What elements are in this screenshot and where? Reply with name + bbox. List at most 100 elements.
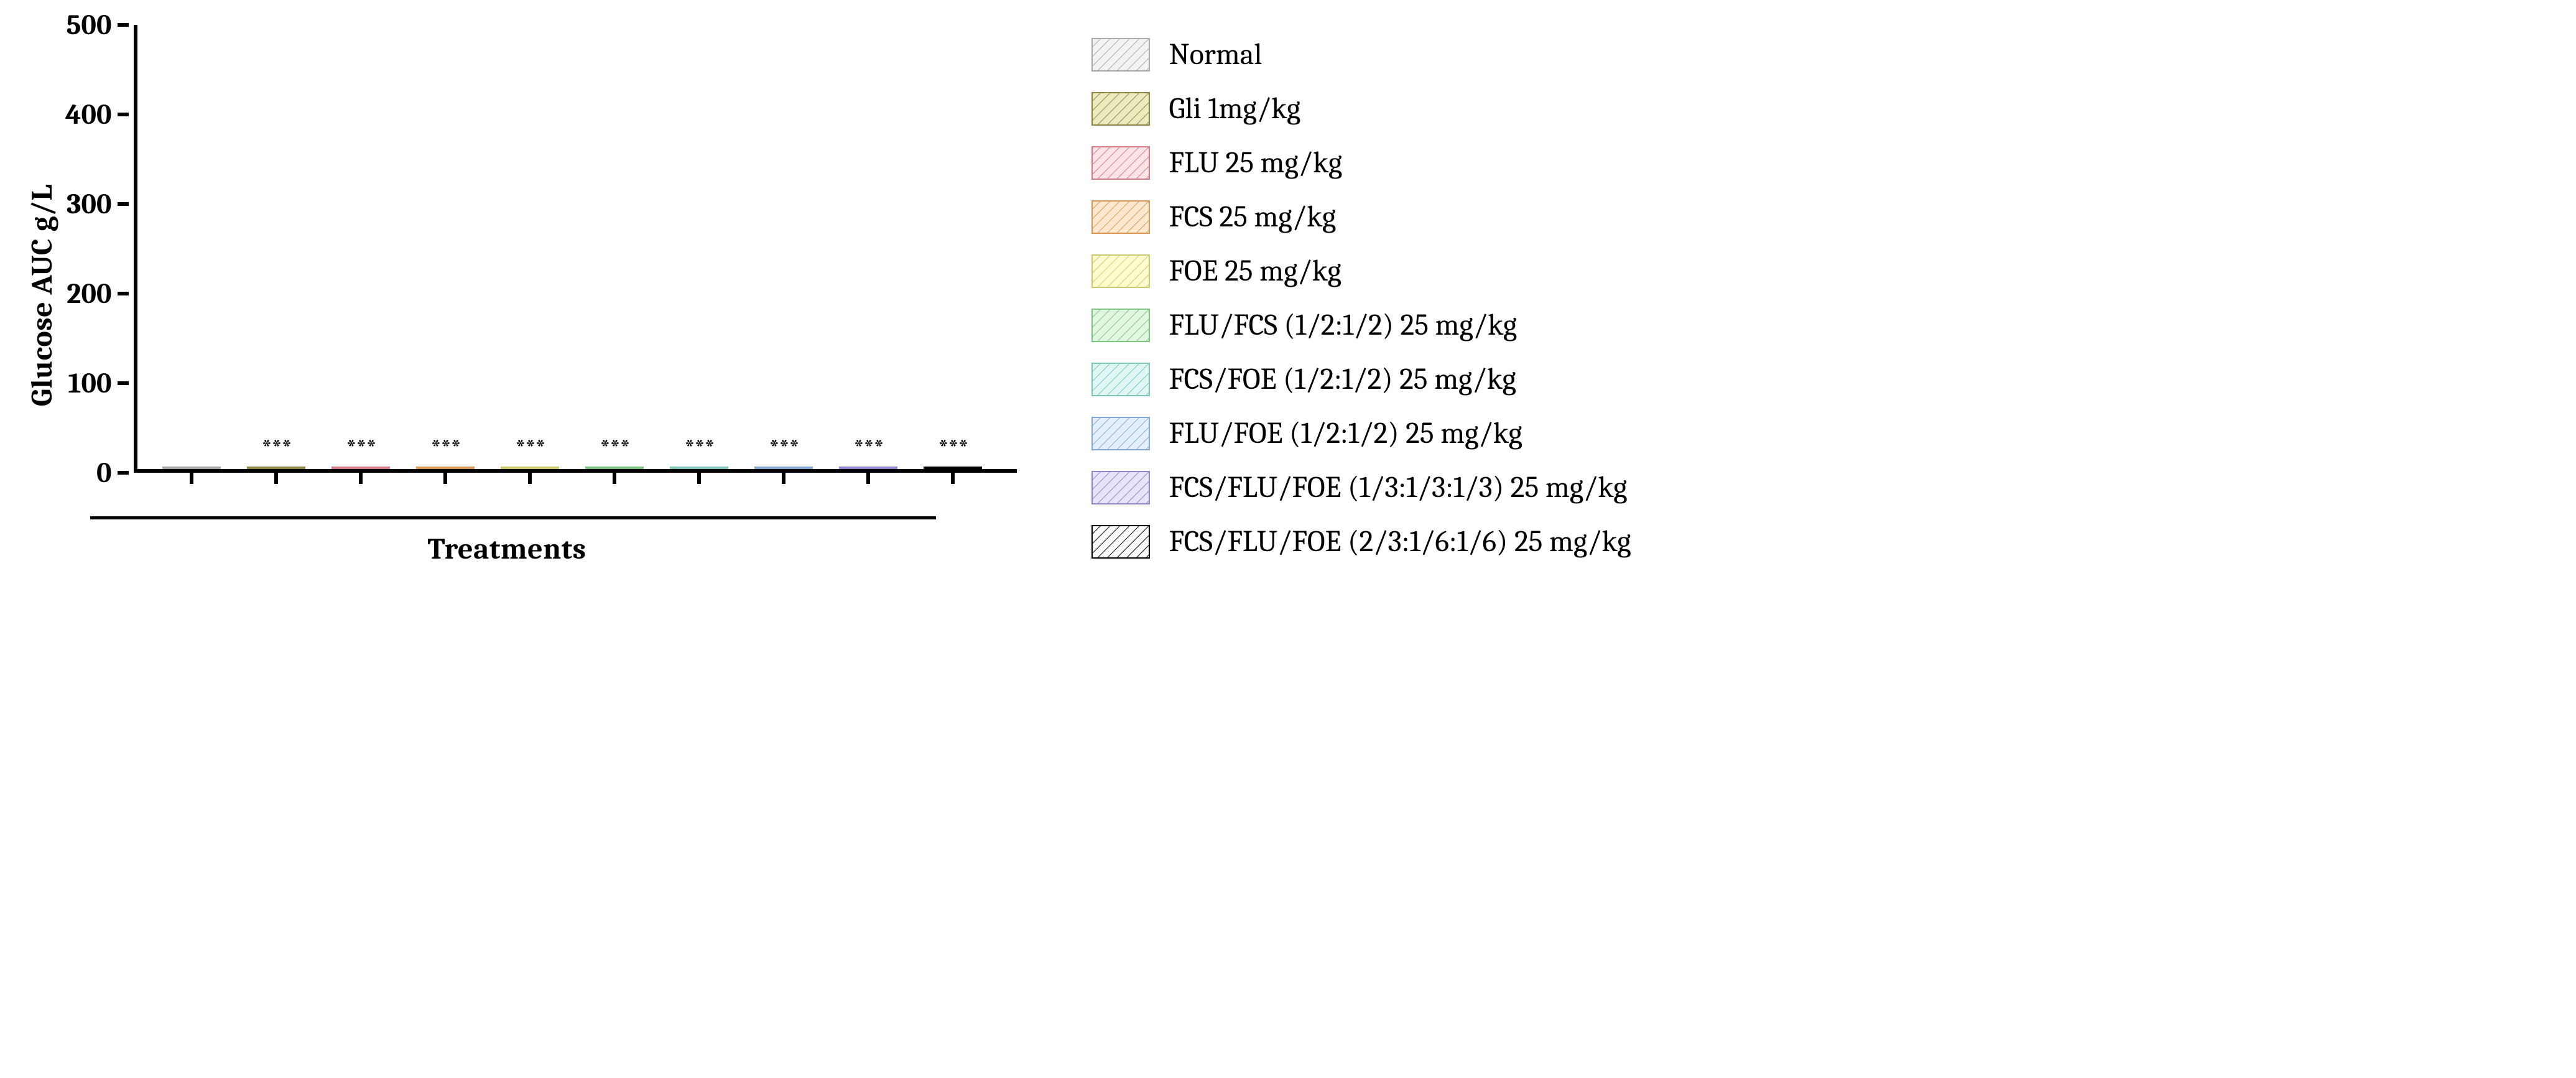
y-tick-label: 100	[68, 367, 118, 400]
bar-slot: ***	[670, 435, 728, 469]
y-axis-label: Glucose AUC g/L	[25, 184, 59, 406]
x-axis-underline	[90, 516, 936, 519]
bar-slot: ***	[924, 435, 982, 469]
legend-label: FLU/FOE (1/2:1/2) 25 mg/kg	[1169, 416, 1522, 450]
legend-item: FCS 25 mg/kg	[1091, 200, 1631, 234]
x-tick-line	[866, 473, 870, 484]
legend-label: FCS/FLU/FOE (2/3:1/6:1/6) 25 mg/kg	[1169, 524, 1631, 559]
y-axis-ticks: 0100200300400500	[65, 25, 129, 473]
bar-slot: ***	[247, 435, 305, 469]
x-tick-line	[190, 473, 193, 484]
y-tick-label: 400	[65, 98, 118, 131]
x-tick	[501, 473, 559, 484]
bar-slot: ***	[839, 435, 897, 469]
bar	[839, 467, 897, 469]
legend-swatch	[1091, 417, 1150, 450]
legend-swatch	[1091, 363, 1150, 396]
x-tick	[670, 473, 728, 484]
y-tick-mark	[118, 202, 129, 206]
y-tick-label: 0	[96, 457, 118, 490]
legend-swatch	[1091, 254, 1150, 288]
legend-swatch	[1091, 38, 1150, 72]
bar-slot: ***	[754, 435, 813, 469]
bar	[501, 467, 559, 469]
y-tick-mark	[118, 113, 129, 116]
bar-hatch	[670, 467, 728, 469]
legend-swatch	[1091, 200, 1150, 234]
bar-slot: ***	[585, 435, 644, 469]
bar-hatch	[924, 467, 982, 469]
significance-label: ***	[684, 435, 714, 467]
bar-hatch	[501, 467, 559, 469]
y-tick-mark	[118, 471, 129, 475]
bar-hatch	[754, 467, 813, 469]
x-tick	[331, 473, 390, 484]
bar-slot: ***	[501, 435, 559, 469]
legend-swatch	[1091, 309, 1150, 342]
x-axis-label: Treatments	[65, 532, 948, 566]
x-tick	[754, 473, 813, 484]
bar	[924, 467, 982, 469]
x-tick-line	[443, 473, 447, 484]
legend-item: FCS/FLU/FOE (2/3:1/6:1/6) 25 mg/kg	[1091, 524, 1631, 559]
y-tick-mark	[118, 381, 129, 385]
y-tick-label: 200	[67, 277, 118, 310]
y-tick-label: 500	[67, 9, 118, 42]
bar-hatch	[585, 467, 644, 469]
plot-wrapper: 0100200300400500 *** *** ***	[65, 25, 1017, 566]
legend-item: FLU/FOE (1/2:1/2) 25 mg/kg	[1091, 416, 1631, 450]
bar	[585, 467, 644, 469]
x-tick	[416, 473, 475, 484]
plot-row: 0100200300400500 *** *** ***	[65, 25, 1017, 473]
bar	[670, 467, 728, 469]
legend-item: Normal	[1091, 37, 1631, 72]
x-tick	[585, 473, 644, 484]
bar	[754, 467, 813, 469]
x-tick-line	[782, 473, 785, 484]
chart-area: Glucose AUC g/L 0100200300400500 *** ***	[25, 25, 1017, 566]
x-tick-line	[951, 473, 955, 484]
bar-slot	[162, 435, 221, 469]
x-tick-line	[274, 473, 278, 484]
bar-hatch	[162, 467, 221, 469]
legend-label: Normal	[1169, 37, 1262, 72]
legend-item: FLU/FCS (1/2:1/2) 25 mg/kg	[1091, 308, 1631, 342]
x-tick	[924, 473, 982, 484]
bars-container: *** *** *** ***	[137, 25, 1017, 469]
legend-label: FCS/FOE (1/2:1/2) 25 mg/kg	[1169, 362, 1516, 396]
legend-label: FCS 25 mg/kg	[1169, 200, 1336, 234]
legend-item: Gli 1mg/kg	[1091, 91, 1631, 126]
legend-item: FCS/FOE (1/2:1/2) 25 mg/kg	[1091, 362, 1631, 396]
x-tick	[162, 473, 221, 484]
bar-slot: ***	[416, 435, 475, 469]
significance-label: ***	[769, 435, 799, 467]
x-tick-marks	[137, 473, 1017, 484]
legend-item: FLU 25 mg/kg	[1091, 146, 1631, 180]
legend-label: FOE 25 mg/kg	[1169, 254, 1341, 288]
y-tick-mark	[118, 23, 129, 27]
y-tick-mark	[118, 292, 129, 295]
y-tick-label: 300	[67, 188, 118, 221]
legend-swatch	[1091, 471, 1150, 504]
x-tick-line	[697, 473, 701, 484]
legend-item: FOE 25 mg/kg	[1091, 254, 1631, 288]
legend-swatch	[1091, 146, 1150, 180]
x-tick	[839, 473, 897, 484]
legend-swatch	[1091, 92, 1150, 126]
bar-hatch	[839, 467, 897, 469]
x-tick-line	[528, 473, 532, 484]
plot-region: *** *** *** ***	[134, 25, 1017, 473]
bar	[162, 467, 221, 469]
legend-label: Gli 1mg/kg	[1169, 91, 1300, 126]
legend-label: FLU/FCS (1/2:1/2) 25 mg/kg	[1169, 308, 1517, 342]
legend-swatch	[1091, 525, 1150, 559]
significance-label: ***	[600, 435, 629, 467]
legend-item: FCS/FLU/FOE (1/3:1/3:1/3) 25 mg/kg	[1091, 470, 1631, 504]
x-tick	[247, 473, 305, 484]
significance-label: ***	[515, 435, 545, 467]
figure: Glucose AUC g/L 0100200300400500 *** ***	[25, 25, 2551, 566]
legend-label: FLU 25 mg/kg	[1169, 146, 1342, 180]
bar-hatch	[247, 467, 305, 469]
bar-hatch	[331, 467, 390, 469]
significance-label: ***	[430, 435, 460, 467]
